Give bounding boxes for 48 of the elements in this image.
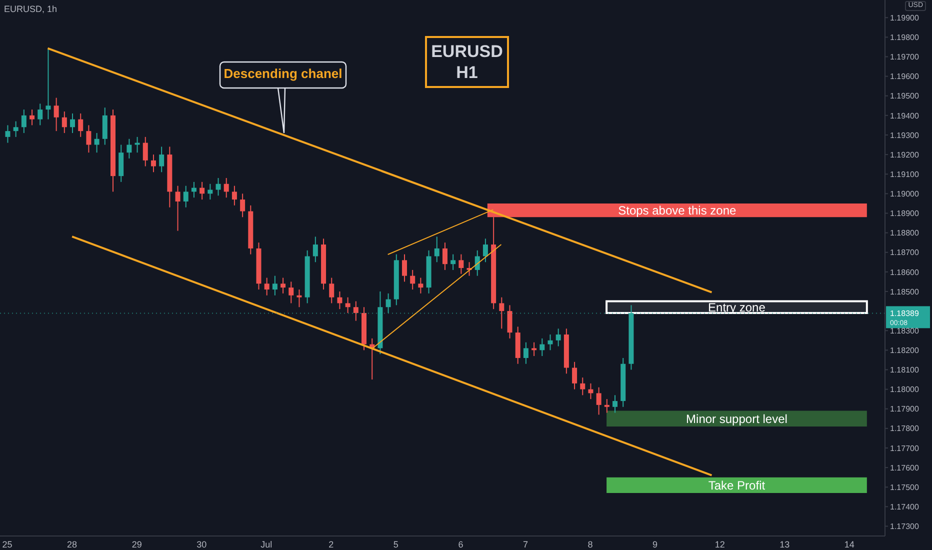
y-tick-label: 1.17900 xyxy=(890,404,920,414)
y-tick-label: 1.19200 xyxy=(890,150,920,160)
x-tick-label: 28 xyxy=(67,539,78,550)
band-label: Entry zone xyxy=(708,300,766,314)
y-tick-label: 1.19400 xyxy=(890,111,920,120)
x-tick-label: 25 xyxy=(2,539,12,550)
annotation: Descending chanel xyxy=(222,66,344,81)
text: EURUSD, 1h xyxy=(4,4,58,14)
y-tick-label: 1.18200 xyxy=(890,346,920,355)
y-tick-label: 1.18000 xyxy=(890,385,920,394)
y-tick-label: 1.17700 xyxy=(890,444,920,453)
y-tick-label: 1.19300 xyxy=(890,130,920,140)
y-tick-label: 1.18500 xyxy=(890,287,920,296)
band-label: Minor support level xyxy=(686,412,788,426)
y-tick-label: 1.19500 xyxy=(890,92,920,101)
y-tick-label: 1.19100 xyxy=(890,170,920,179)
y-tick-label: 1.17600 xyxy=(890,463,920,472)
y-tick-label: 1.19000 xyxy=(890,190,920,199)
y-tick-label: 1.17300 xyxy=(890,522,920,532)
x-tick-label: 5 xyxy=(393,539,398,550)
y-tick-label: 1.17800 xyxy=(890,424,920,434)
x-tick-label: 9 xyxy=(652,539,658,550)
x-tick-label: 30 xyxy=(196,539,207,550)
x-tick-label: 8 xyxy=(588,539,593,550)
x-tick-label: Jul xyxy=(260,539,272,550)
x-tick-label: 14 xyxy=(844,539,854,550)
annotation: EURUSD H1 xyxy=(425,36,509,88)
y-tick-label: 1.18600 xyxy=(890,268,920,277)
y-tick-label: 1.18900 xyxy=(890,209,920,218)
y-tick-label: 1.18800 xyxy=(890,228,920,238)
y-tick-label: 1.17400 xyxy=(890,502,920,512)
y-tick-label: 1.19800 xyxy=(890,33,920,42)
x-tick-label: 7 xyxy=(522,539,528,550)
x-tick-label: 12 xyxy=(714,539,725,550)
band-label: Take Profit xyxy=(708,478,766,492)
x-tick-label: 2 xyxy=(328,539,334,550)
y-tick-label: 1.19900 xyxy=(890,13,920,22)
y-tick-label: 1.17500 xyxy=(890,482,920,492)
band-label: Stops above this zone xyxy=(618,204,737,218)
x-tick-label: 6 xyxy=(458,539,464,550)
y-tick-label: 1.18100 xyxy=(890,366,920,375)
x-tick-label: 13 xyxy=(780,539,790,550)
y-tick-label: 1.18300 xyxy=(890,326,920,336)
x-tick-label: 29 xyxy=(132,539,142,550)
y-tick-label: 1.18700 xyxy=(890,248,920,258)
ref-line-label: 1.18389 xyxy=(890,309,920,318)
y-tick-label: 1.19700 xyxy=(890,52,920,62)
y-tick-label: 1.19600 xyxy=(890,72,920,82)
